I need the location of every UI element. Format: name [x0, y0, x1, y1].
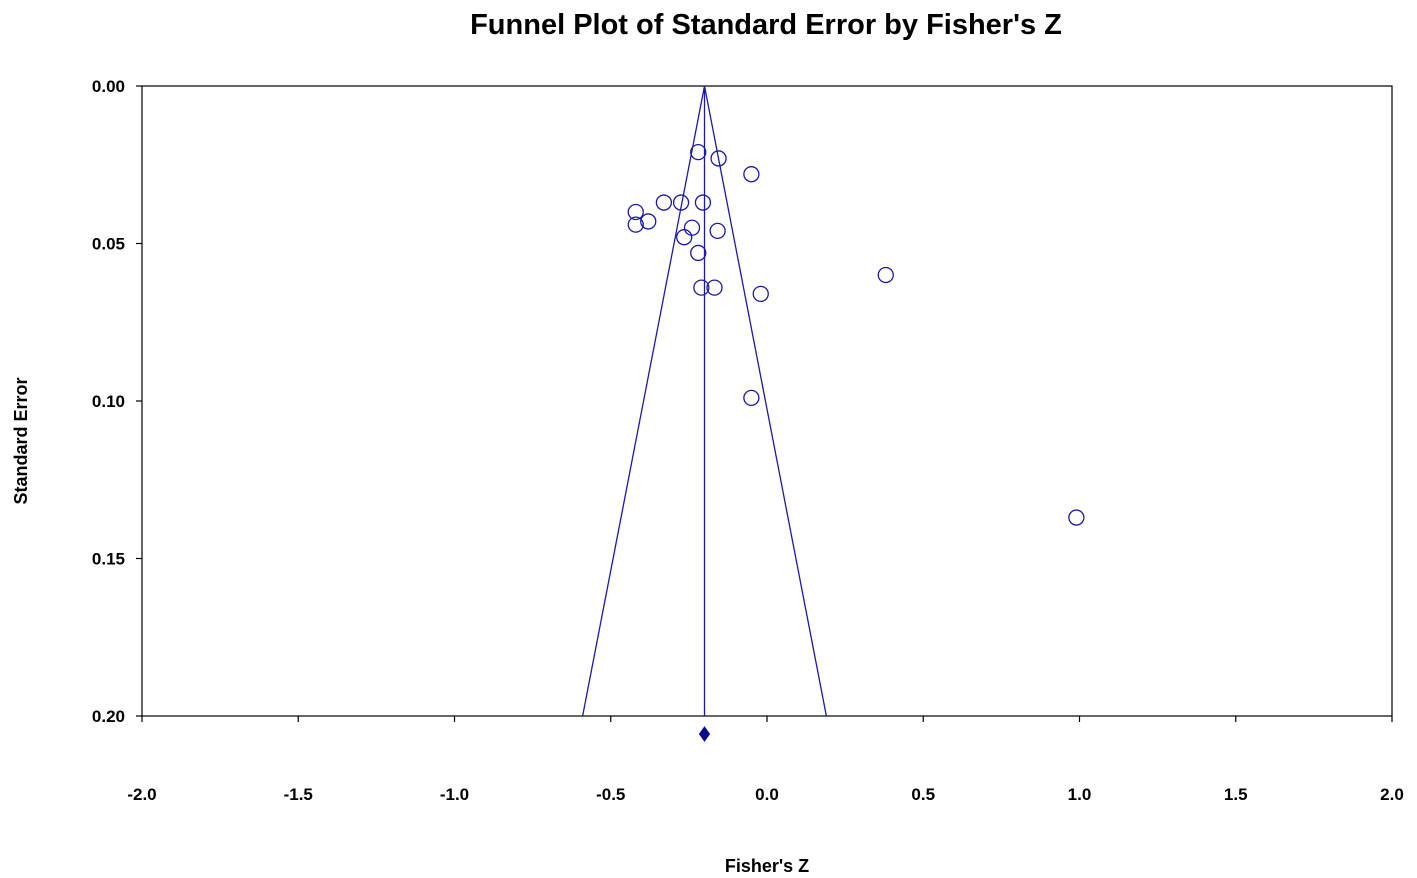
data-points — [627, 143, 1085, 526]
plot-area-frame — [141, 85, 1393, 717]
data-point — [694, 194, 712, 211]
data-point — [655, 194, 673, 211]
data-point — [752, 285, 769, 303]
data-point — [683, 219, 701, 236]
x-tick-label: -2.0 — [127, 785, 156, 804]
x-tick-label: 2.0 — [1380, 785, 1404, 804]
y-axis-label: Standard Error — [11, 377, 31, 504]
data-point — [709, 222, 726, 240]
data-point — [1068, 509, 1085, 526]
x-tick-label: 1.0 — [1068, 785, 1092, 804]
data-point — [743, 389, 760, 407]
x-tick-label: -1.5 — [284, 785, 313, 804]
data-point — [690, 244, 707, 262]
chart-title: Funnel Plot of Standard Error by Fisher'… — [470, 9, 1062, 41]
y-tick-label: 0.15 — [92, 550, 125, 569]
data-point — [640, 213, 657, 230]
x-tick-label: 0.5 — [911, 785, 935, 804]
data-point — [690, 143, 707, 161]
y-tick-label: 0.00 — [92, 77, 125, 96]
x-tick-label: -0.5 — [596, 785, 625, 804]
data-point — [676, 229, 693, 246]
y-tick-label: 0.05 — [92, 235, 125, 254]
funnel-right-line — [703, 85, 828, 717]
data-point — [627, 216, 644, 233]
data-point — [672, 194, 690, 211]
x-tick-label: 0.0 — [755, 785, 779, 804]
data-point — [706, 279, 723, 296]
x-tick-label: -1.0 — [440, 785, 469, 804]
funnel-lines — [581, 85, 828, 717]
x-axis-label: Fisher's Z — [725, 856, 809, 876]
data-point — [743, 166, 760, 183]
data-point — [693, 279, 710, 296]
y-axis-ticks: 0.00 0.05 0.10 0.15 0.20 — [92, 77, 142, 726]
y-tick-label: 0.20 — [92, 707, 125, 726]
x-tick-label: 1.5 — [1224, 785, 1248, 804]
funnel-left-line — [581, 85, 706, 717]
x-axis-ticks: -2.0 -1.5 -1.0 -0.5 0.0 0.5 1.0 1.5 2.0 — [127, 716, 1404, 804]
data-point — [627, 203, 644, 221]
pooled-estimate-marker — [698, 726, 711, 742]
data-point — [877, 266, 894, 284]
pooled-diamond — [698, 726, 711, 742]
y-tick-label: 0.10 — [92, 392, 125, 411]
data-point — [710, 150, 727, 167]
